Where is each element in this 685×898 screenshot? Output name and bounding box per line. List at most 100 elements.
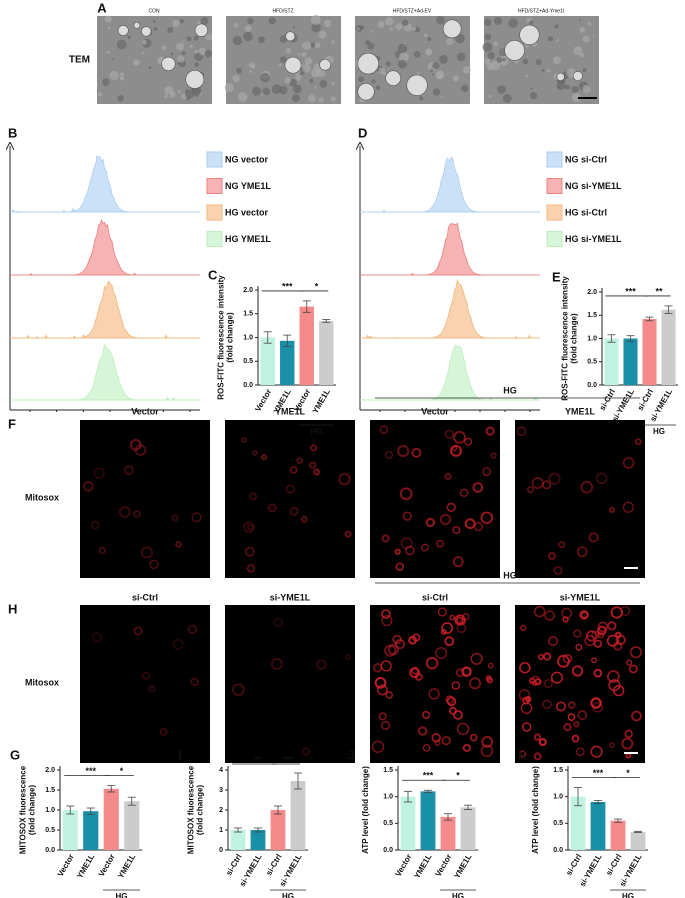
image-title: HFD/STZ xyxy=(272,8,293,14)
bar xyxy=(642,318,657,385)
tem-texture xyxy=(318,97,324,103)
cell-signal xyxy=(469,733,478,742)
cell-signal xyxy=(634,438,642,446)
significance-label: *** xyxy=(283,754,294,764)
cell-signal xyxy=(142,671,150,680)
cell-signal xyxy=(267,503,277,513)
cell-signal xyxy=(285,484,295,494)
group-label: HG xyxy=(452,892,464,898)
cell-signal xyxy=(520,624,527,631)
tem-texture xyxy=(582,35,590,43)
tem-texture xyxy=(571,93,581,103)
cell-signal xyxy=(394,548,401,555)
tem-texture xyxy=(508,18,518,28)
tem-texture xyxy=(358,76,365,83)
legend-label: NG YME1L xyxy=(225,181,271,191)
tem-texture xyxy=(462,65,471,74)
cell-signal xyxy=(608,679,621,692)
tem-texture xyxy=(482,42,493,53)
tem-vacuole xyxy=(141,26,152,37)
image-title: HFD/STZ+Ad-Yme1l xyxy=(518,8,564,14)
cell-signal xyxy=(133,626,143,636)
x-tick-label: YME1L xyxy=(116,852,137,880)
cell-signal xyxy=(91,632,102,643)
cell-signal xyxy=(533,733,542,741)
x-tick-label: si-Ctrl xyxy=(264,853,283,878)
cell-signal xyxy=(563,723,572,732)
tem-texture xyxy=(530,87,533,90)
row-label: Mitosox xyxy=(25,677,59,687)
cell-signal xyxy=(591,657,597,664)
panel-label: I xyxy=(178,747,182,762)
tem-texture xyxy=(413,50,421,58)
tem-texture xyxy=(141,39,147,45)
cell-signal xyxy=(480,511,494,525)
bar xyxy=(280,340,295,385)
cell-signal xyxy=(456,616,464,625)
cell-signal xyxy=(531,476,544,490)
cell-signal xyxy=(316,659,327,670)
tem-vacuole xyxy=(185,70,205,89)
y-tick-label: 0.5 xyxy=(45,827,55,834)
cell-signal xyxy=(621,737,634,750)
cell-signal xyxy=(374,676,387,689)
cell-signal xyxy=(422,744,431,752)
tem-texture xyxy=(582,68,587,73)
cell-signal xyxy=(444,636,455,647)
tem-texture xyxy=(249,69,253,73)
y-tick-label: 1.5 xyxy=(45,787,55,794)
image-title: si-Ctrl xyxy=(132,592,158,602)
image-title: CON xyxy=(148,8,160,14)
image-title: Vector xyxy=(131,406,159,416)
cell-signal xyxy=(562,653,573,664)
tem-texture xyxy=(224,83,234,93)
cell-signal xyxy=(431,732,441,743)
tem-texture xyxy=(456,52,466,62)
tem-texture xyxy=(148,66,152,70)
bar xyxy=(590,802,606,850)
x-tick-label: Vector xyxy=(394,853,414,879)
histogram xyxy=(10,342,200,401)
bar xyxy=(230,830,246,850)
y-tick-label: 1.0 xyxy=(383,794,393,801)
y-axis-label: ROS-FITC fluorescence intensity xyxy=(561,276,570,401)
y-tick-label: 3 xyxy=(219,787,223,794)
tem-texture xyxy=(233,23,239,28)
tem-texture xyxy=(295,74,302,81)
tem-texture xyxy=(119,76,125,81)
cell-signal xyxy=(444,429,454,439)
cell-signal xyxy=(518,689,531,701)
y-tick-label: 0.5 xyxy=(553,820,563,827)
bar xyxy=(604,338,619,385)
tem-texture xyxy=(535,59,542,66)
cell-signal xyxy=(452,525,461,535)
tem-texture xyxy=(397,59,407,69)
tem-texture xyxy=(553,56,561,65)
tem-texture xyxy=(181,40,185,43)
x-tick-label: Vector xyxy=(97,853,117,879)
tem-texture xyxy=(193,35,199,41)
tem-texture xyxy=(279,56,287,63)
cell-signal xyxy=(542,699,552,710)
tem-texture xyxy=(382,71,387,76)
tem-texture xyxy=(292,84,302,94)
legend-label: NG si-Ctrl xyxy=(565,154,607,164)
y-tick-label: 0.5 xyxy=(587,359,597,366)
tem-texture xyxy=(493,41,499,47)
bar xyxy=(270,810,286,850)
tem-texture xyxy=(252,86,262,96)
tem-texture xyxy=(302,64,311,73)
cell-signal xyxy=(381,614,393,627)
tem-texture xyxy=(397,43,408,54)
tem-texture xyxy=(101,78,110,86)
cell-signal xyxy=(608,506,616,514)
group-label: HG xyxy=(653,427,665,436)
y-axis-label: (fold change) xyxy=(28,785,37,836)
cell-signal xyxy=(412,633,421,642)
cell-signal xyxy=(592,702,603,713)
tem-vacuole xyxy=(117,24,129,36)
cell-signal xyxy=(302,747,310,756)
tem-texture xyxy=(573,46,583,56)
panel-label: H xyxy=(8,601,17,616)
x-tick-label: si-Ctrl xyxy=(224,853,243,878)
